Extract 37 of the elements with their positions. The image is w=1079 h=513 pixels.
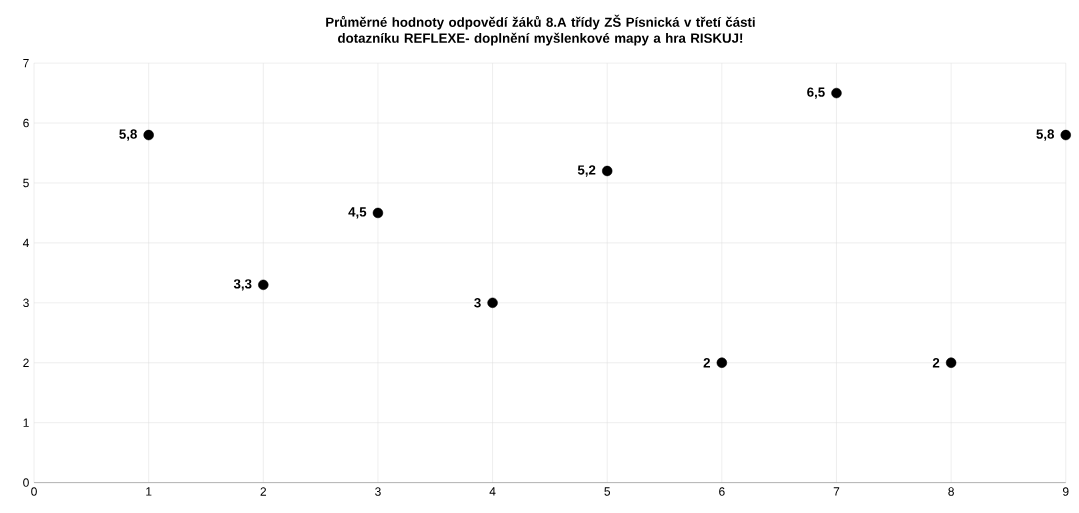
x-tick-label: 9 [1063, 487, 1069, 496]
data-label: 3,3 [233, 279, 252, 291]
data-label: 2 [932, 358, 940, 368]
point [1060, 129, 1071, 141]
point [258, 279, 269, 291]
y-tick-label: 4 [22, 238, 29, 248]
data-label: 5,8 [119, 129, 137, 141]
x-tick-label: 3 [375, 487, 381, 496]
data-label: 2 [703, 358, 710, 368]
data-label: 5,2 [577, 165, 596, 177]
y-tick-label: 5 [23, 178, 29, 188]
x-tick-label: 2 [260, 487, 267, 496]
point [372, 207, 384, 219]
x-tick-label: 7 [833, 487, 840, 496]
y-tick-label: 7 [23, 59, 29, 68]
data-label: 5,8 [1036, 129, 1055, 141]
data-label: 3 [474, 298, 481, 308]
point [602, 165, 613, 177]
point [945, 357, 957, 369]
y-tick-label: 0 [23, 478, 29, 487]
x-tick-label: 5 [604, 487, 611, 496]
x-tick-label: 6 [719, 487, 725, 496]
x-tick-label: 8 [948, 487, 954, 496]
chart-title: Průměrné hodnoty odpovědí žáků 8.A třídy ZŠ Písnická v třetí části dotazníku REFLEXE- doplnění myšlenkové mapy a hra RISKUJ! [326, 14, 755, 46]
y-tick-label: 1 [23, 418, 29, 427]
data-label: 4,5 [348, 207, 367, 219]
point [831, 87, 842, 99]
y-tick-label: 3 [23, 298, 29, 308]
x-tick-label: 0 [31, 487, 37, 496]
y-tick-label: 6 [23, 118, 29, 128]
point [716, 357, 728, 369]
x-tick-label: 1 [146, 487, 152, 496]
point [487, 297, 498, 309]
point [143, 129, 154, 141]
x-tick-label: 4 [489, 487, 496, 496]
data-label: 6,5 [807, 87, 825, 99]
y-tick-label: 2 [23, 358, 29, 367]
